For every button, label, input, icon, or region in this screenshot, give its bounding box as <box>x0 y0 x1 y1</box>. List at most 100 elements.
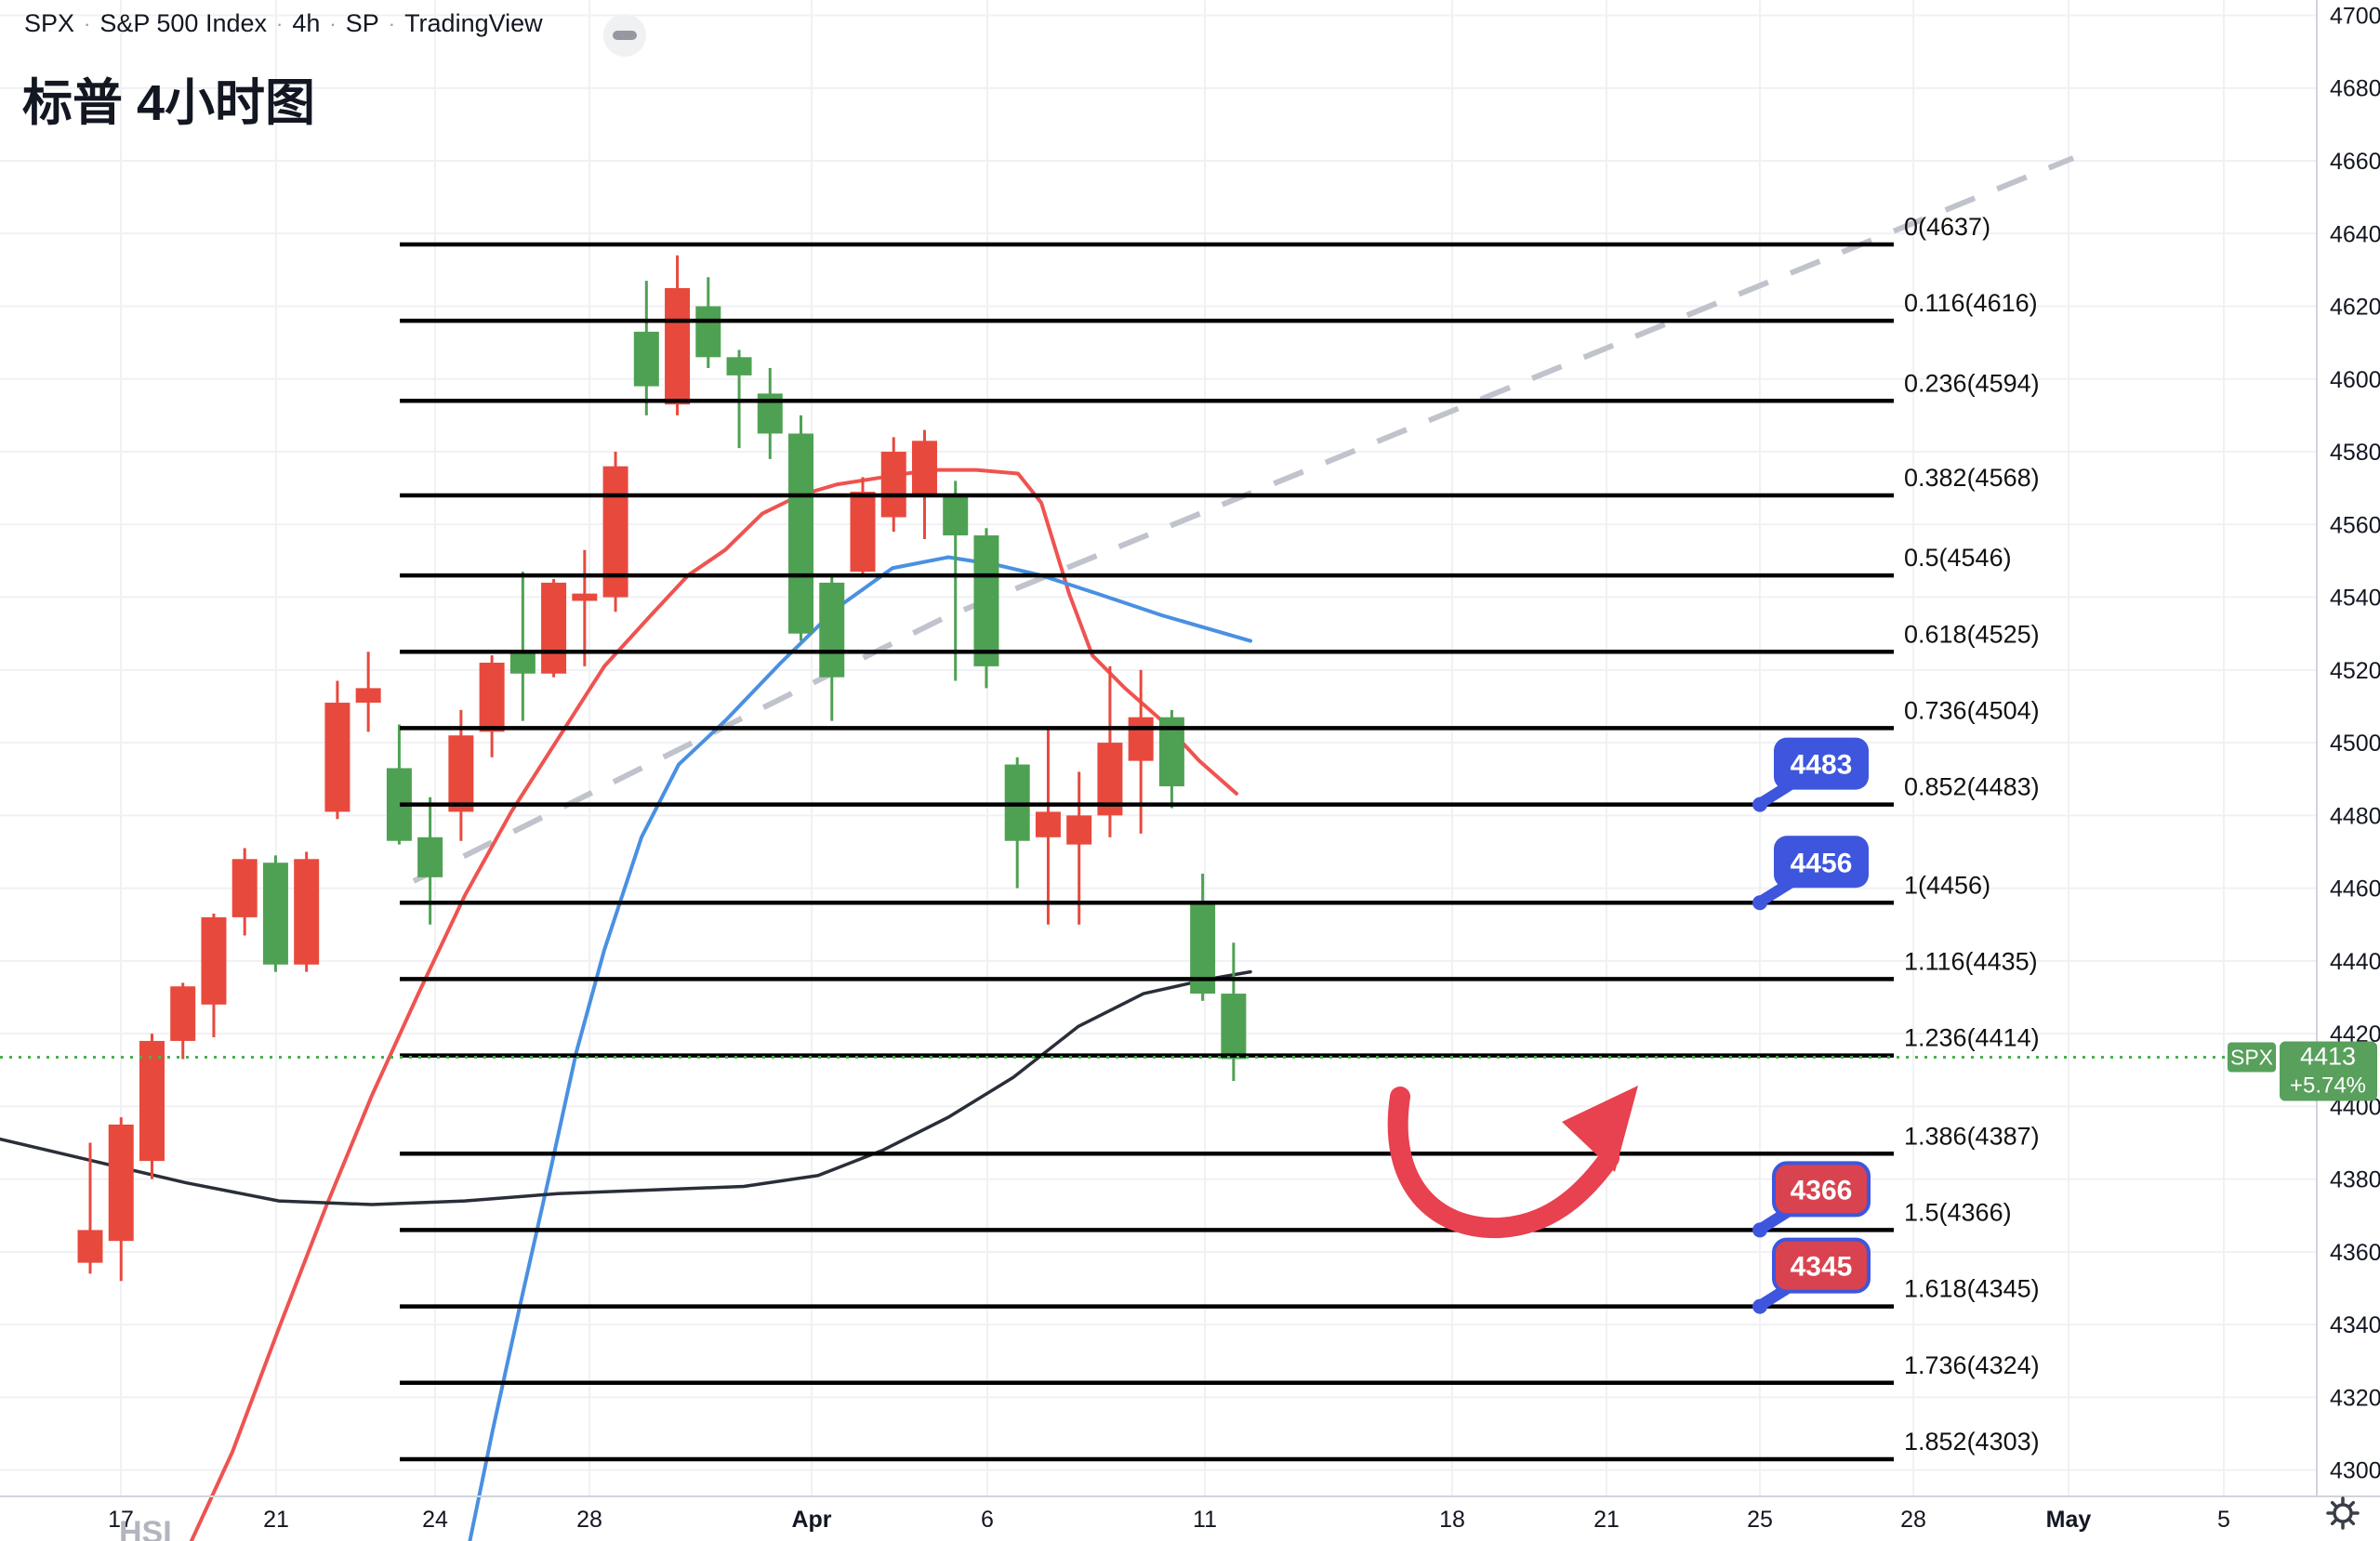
last-price-tag: SPX 4413+5.74% <box>2228 1041 2377 1101</box>
candle-body <box>294 859 320 965</box>
callout-text: 4366 <box>1791 1175 1853 1205</box>
price-axis-tick-label: 4300 <box>2330 1458 2380 1484</box>
candle[interactable] <box>201 913 227 1038</box>
callout-bubble <box>1774 836 1869 889</box>
price-axis-tick-label: 4380 <box>2330 1167 2380 1193</box>
time-axis-tick-label: 25 <box>1747 1507 1773 1533</box>
ma-fast-red-line[interactable] <box>189 468 1238 1541</box>
price-axis[interactable]: 4700 4680 4660 4640 4620 4600 4580 4560 4540 4520… <box>2316 0 2380 1496</box>
candle-body <box>77 1230 103 1263</box>
legend-item-sp[interactable]: SP <box>345 9 379 37</box>
price-axis-tick-label: 4520 <box>2330 658 2380 684</box>
candle-body <box>170 986 196 1041</box>
fib-level-label: 1.618(4345) <box>1904 1275 2040 1303</box>
minus-icon <box>613 31 637 40</box>
gear-circle <box>2333 1503 2353 1523</box>
candle-body <box>850 492 876 573</box>
ma-slow-black-line[interactable] <box>0 969 1252 1206</box>
ma-mid-blue-line[interactable] <box>468 555 1252 1541</box>
candle[interactable] <box>294 851 320 972</box>
candle[interactable] <box>1221 942 1247 1081</box>
legend-item-spx[interactable]: SPX <box>24 9 75 37</box>
candle[interactable] <box>1066 771 1092 925</box>
candle[interactable] <box>633 281 659 415</box>
price-axis-tick-label: 4460 <box>2330 876 2380 902</box>
candle[interactable] <box>108 1117 134 1282</box>
candle[interactable] <box>665 255 691 415</box>
candle[interactable] <box>77 1142 103 1274</box>
candle[interactable] <box>448 709 474 841</box>
candle[interactable] <box>479 655 505 757</box>
candle[interactable] <box>943 481 969 681</box>
callout-text: 4483 <box>1791 750 1853 781</box>
candle-body <box>819 582 845 678</box>
candle-body <box>355 688 381 704</box>
price-callout-4456[interactable]: 4456 <box>1752 836 1869 911</box>
price-callout-4366[interactable]: 4366 <box>1752 1161 1871 1238</box>
candle[interactable] <box>850 477 876 576</box>
candle-body <box>262 863 288 965</box>
price-axis-tick-label: 4700 <box>2330 3 2380 29</box>
legend-item-4h[interactable]: 4h <box>292 9 321 37</box>
price-axis-tick-label: 4320 <box>2330 1385 2380 1411</box>
time-axis-tick-label: 21 <box>263 1507 289 1533</box>
gear-icon[interactable] <box>2326 1496 2360 1530</box>
candle[interactable] <box>602 452 628 612</box>
candle[interactable] <box>973 528 999 689</box>
candle[interactable] <box>572 549 598 666</box>
candle-body <box>726 357 752 375</box>
candle-body <box>541 582 567 674</box>
price-callout-4483[interactable]: 4483 <box>1752 737 1869 812</box>
legend-item-s-p-500-index[interactable]: S&P 500 Index <box>99 9 267 37</box>
candle[interactable] <box>880 437 906 533</box>
price-callout-4345[interactable]: 4345 <box>1752 1237 1871 1314</box>
price-axis-tick-label: 4360 <box>2330 1240 2380 1266</box>
fib-level-label: 1.5(4366) <box>1904 1198 2012 1226</box>
collapse-legend-button[interactable] <box>603 14 646 57</box>
grid-lines <box>0 0 2317 1496</box>
legend-item-tradingview[interactable]: TradingView <box>404 9 543 37</box>
candle[interactable] <box>788 415 814 641</box>
candle[interactable] <box>541 578 567 678</box>
candle[interactable] <box>231 848 258 936</box>
gear-tooth <box>2348 1500 2356 1508</box>
candle-body <box>880 452 906 518</box>
time-axis-tick-label: 6 <box>981 1507 994 1533</box>
candle[interactable] <box>911 429 937 539</box>
candle[interactable] <box>355 652 381 732</box>
candle-body <box>417 836 443 877</box>
candle[interactable] <box>509 572 536 721</box>
legend-separator: · <box>388 11 396 35</box>
candle[interactable] <box>262 855 288 972</box>
price-axis-tick-label: 4640 <box>2330 221 2380 247</box>
candle-body <box>633 331 659 387</box>
fib-level-label: 1.852(4303) <box>1904 1428 2040 1455</box>
symbol-legend[interactable]: SPX · S&P 500 Index · 4h · SP · TradingView <box>24 9 543 38</box>
time-axis-tick-label: May <box>2046 1507 2092 1533</box>
callout-text: 4345 <box>1791 1252 1853 1283</box>
candle[interactable] <box>324 680 350 820</box>
trendline-dashed[interactable] <box>412 155 2075 884</box>
time-axis[interactable]: 17 21 24 28 Apr 6 11 18 21 25 28 May 5 <box>0 1495 2380 1533</box>
candle[interactable] <box>1035 728 1061 925</box>
candle[interactable] <box>170 982 196 1060</box>
time-axis-tick-label: 28 <box>576 1507 602 1533</box>
candle[interactable] <box>819 575 845 721</box>
callout-anchor-dot <box>1752 797 1767 812</box>
time-axis-tick-label: 21 <box>1593 1507 1620 1533</box>
price-axis-tick-label: 4480 <box>2330 803 2380 829</box>
time-axis-tick-label: 11 <box>1193 1507 1217 1533</box>
chart-title: 标普 4小时图 <box>22 75 316 131</box>
fib-level-label: 1.386(4387) <box>1904 1122 2040 1150</box>
candle-body <box>1066 815 1092 845</box>
fib-level-label: 1.116(4435) <box>1904 947 2038 975</box>
gear-tooth <box>2348 1519 2356 1526</box>
candle-body <box>231 859 258 917</box>
candle-body <box>201 916 227 1005</box>
red-arrow-annotation[interactable] <box>1387 1086 1638 1239</box>
legend-separator: · <box>276 11 284 35</box>
legend-separator: · <box>84 11 91 35</box>
candle[interactable] <box>139 1034 165 1179</box>
